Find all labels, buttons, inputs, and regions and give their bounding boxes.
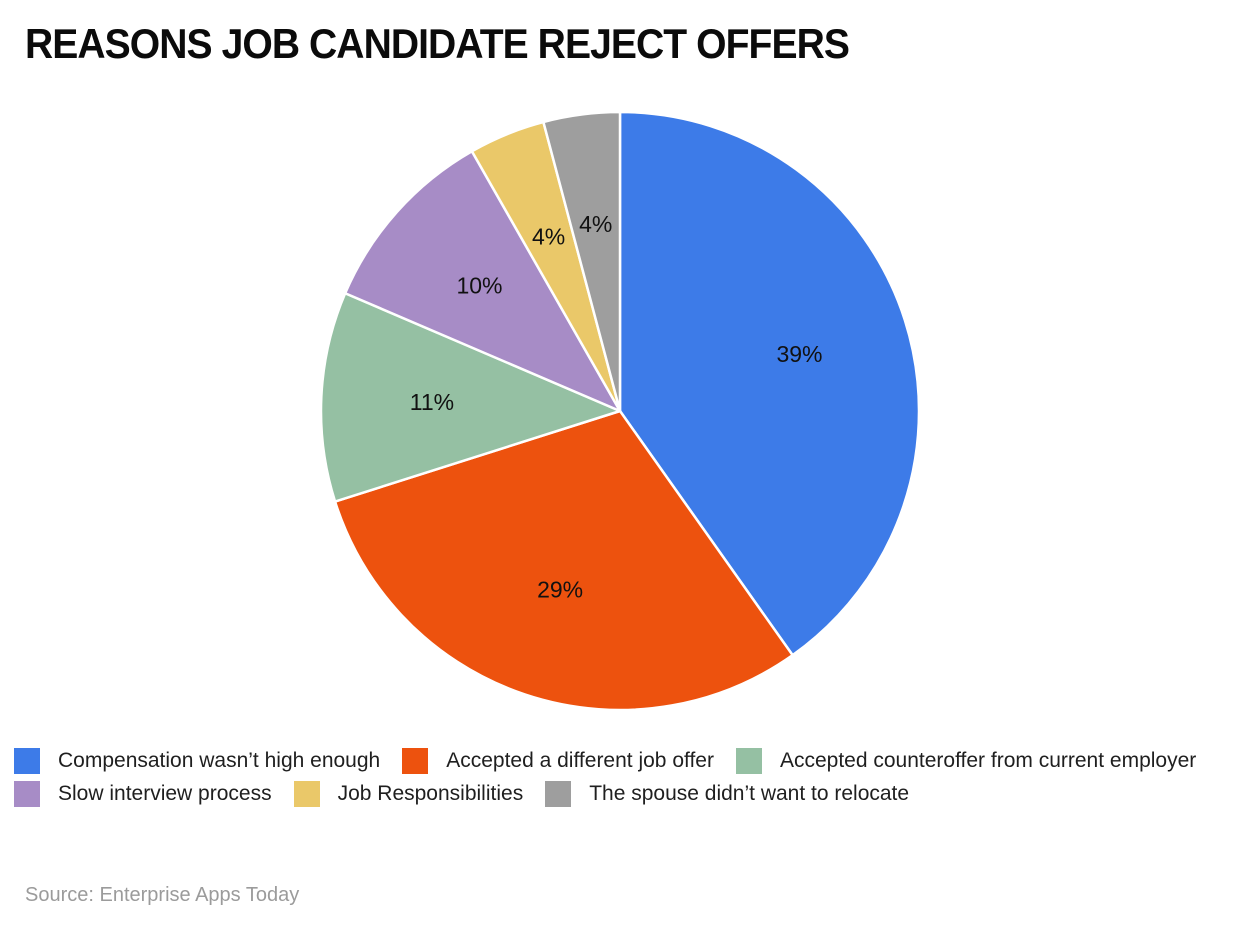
legend-label: Job Responsibilities — [337, 782, 524, 805]
legend-label: Accepted counteroffer from current emplo… — [779, 749, 1197, 772]
legend-item-counteroffer[interactable]: Accepted counteroffer from current emplo… — [735, 748, 1197, 774]
pie-slice-0[interactable] — [618, 110, 921, 657]
pie-slice-3[interactable] — [343, 150, 622, 413]
source-note: Source: Enterprise Apps Today — [25, 884, 300, 906]
legend-item-relocate[interactable]: The spouse didn’t want to relocate — [545, 781, 909, 807]
legend-swatch-icon — [293, 781, 320, 807]
pie-chart: 39% 29% 11% 10% 4% 4% — [319, 110, 921, 712]
legend-item-different-offer[interactable]: Accepted a different job offer — [402, 748, 714, 774]
legend-item-slow-interview[interactable]: Slow interview process — [14, 781, 272, 807]
pie-slice-1[interactable] — [333, 409, 794, 712]
pie-value-label-0: 39% — [776, 341, 822, 367]
pie-value-label-5: 4% — [579, 211, 612, 237]
legend-item-job-responsibilities[interactable]: Job Responsibilities — [293, 781, 524, 807]
legend-swatch-icon — [14, 781, 40, 807]
pie-value-label-3: 10% — [456, 273, 502, 299]
pie-value-label-1: 29% — [537, 577, 583, 603]
pie-slice-5[interactable] — [542, 110, 622, 413]
legend-swatch-icon — [402, 748, 429, 774]
pie-value-label-2: 11% — [410, 389, 454, 415]
legend-swatch-icon — [735, 748, 762, 774]
legend-label: Slow interview process — [58, 782, 272, 805]
legend-swatch-icon — [14, 748, 40, 774]
legend-label: Compensation wasn’t high enough — [58, 749, 381, 772]
pie-value-label-4: 4% — [532, 224, 565, 250]
page-title: REASONS JOB CANDIDATE REJECT OFFERS — [25, 20, 850, 67]
legend-swatch-icon — [545, 781, 572, 807]
pie-slice-2[interactable] — [319, 291, 622, 503]
legend-item-compensation[interactable]: Compensation wasn’t high enough — [14, 748, 380, 774]
legend-label: The spouse didn’t want to relocate — [589, 782, 910, 805]
legend: Compensation wasn’t high enough Accepted… — [14, 748, 1226, 807]
legend-label: Accepted a different job offer — [446, 749, 714, 772]
